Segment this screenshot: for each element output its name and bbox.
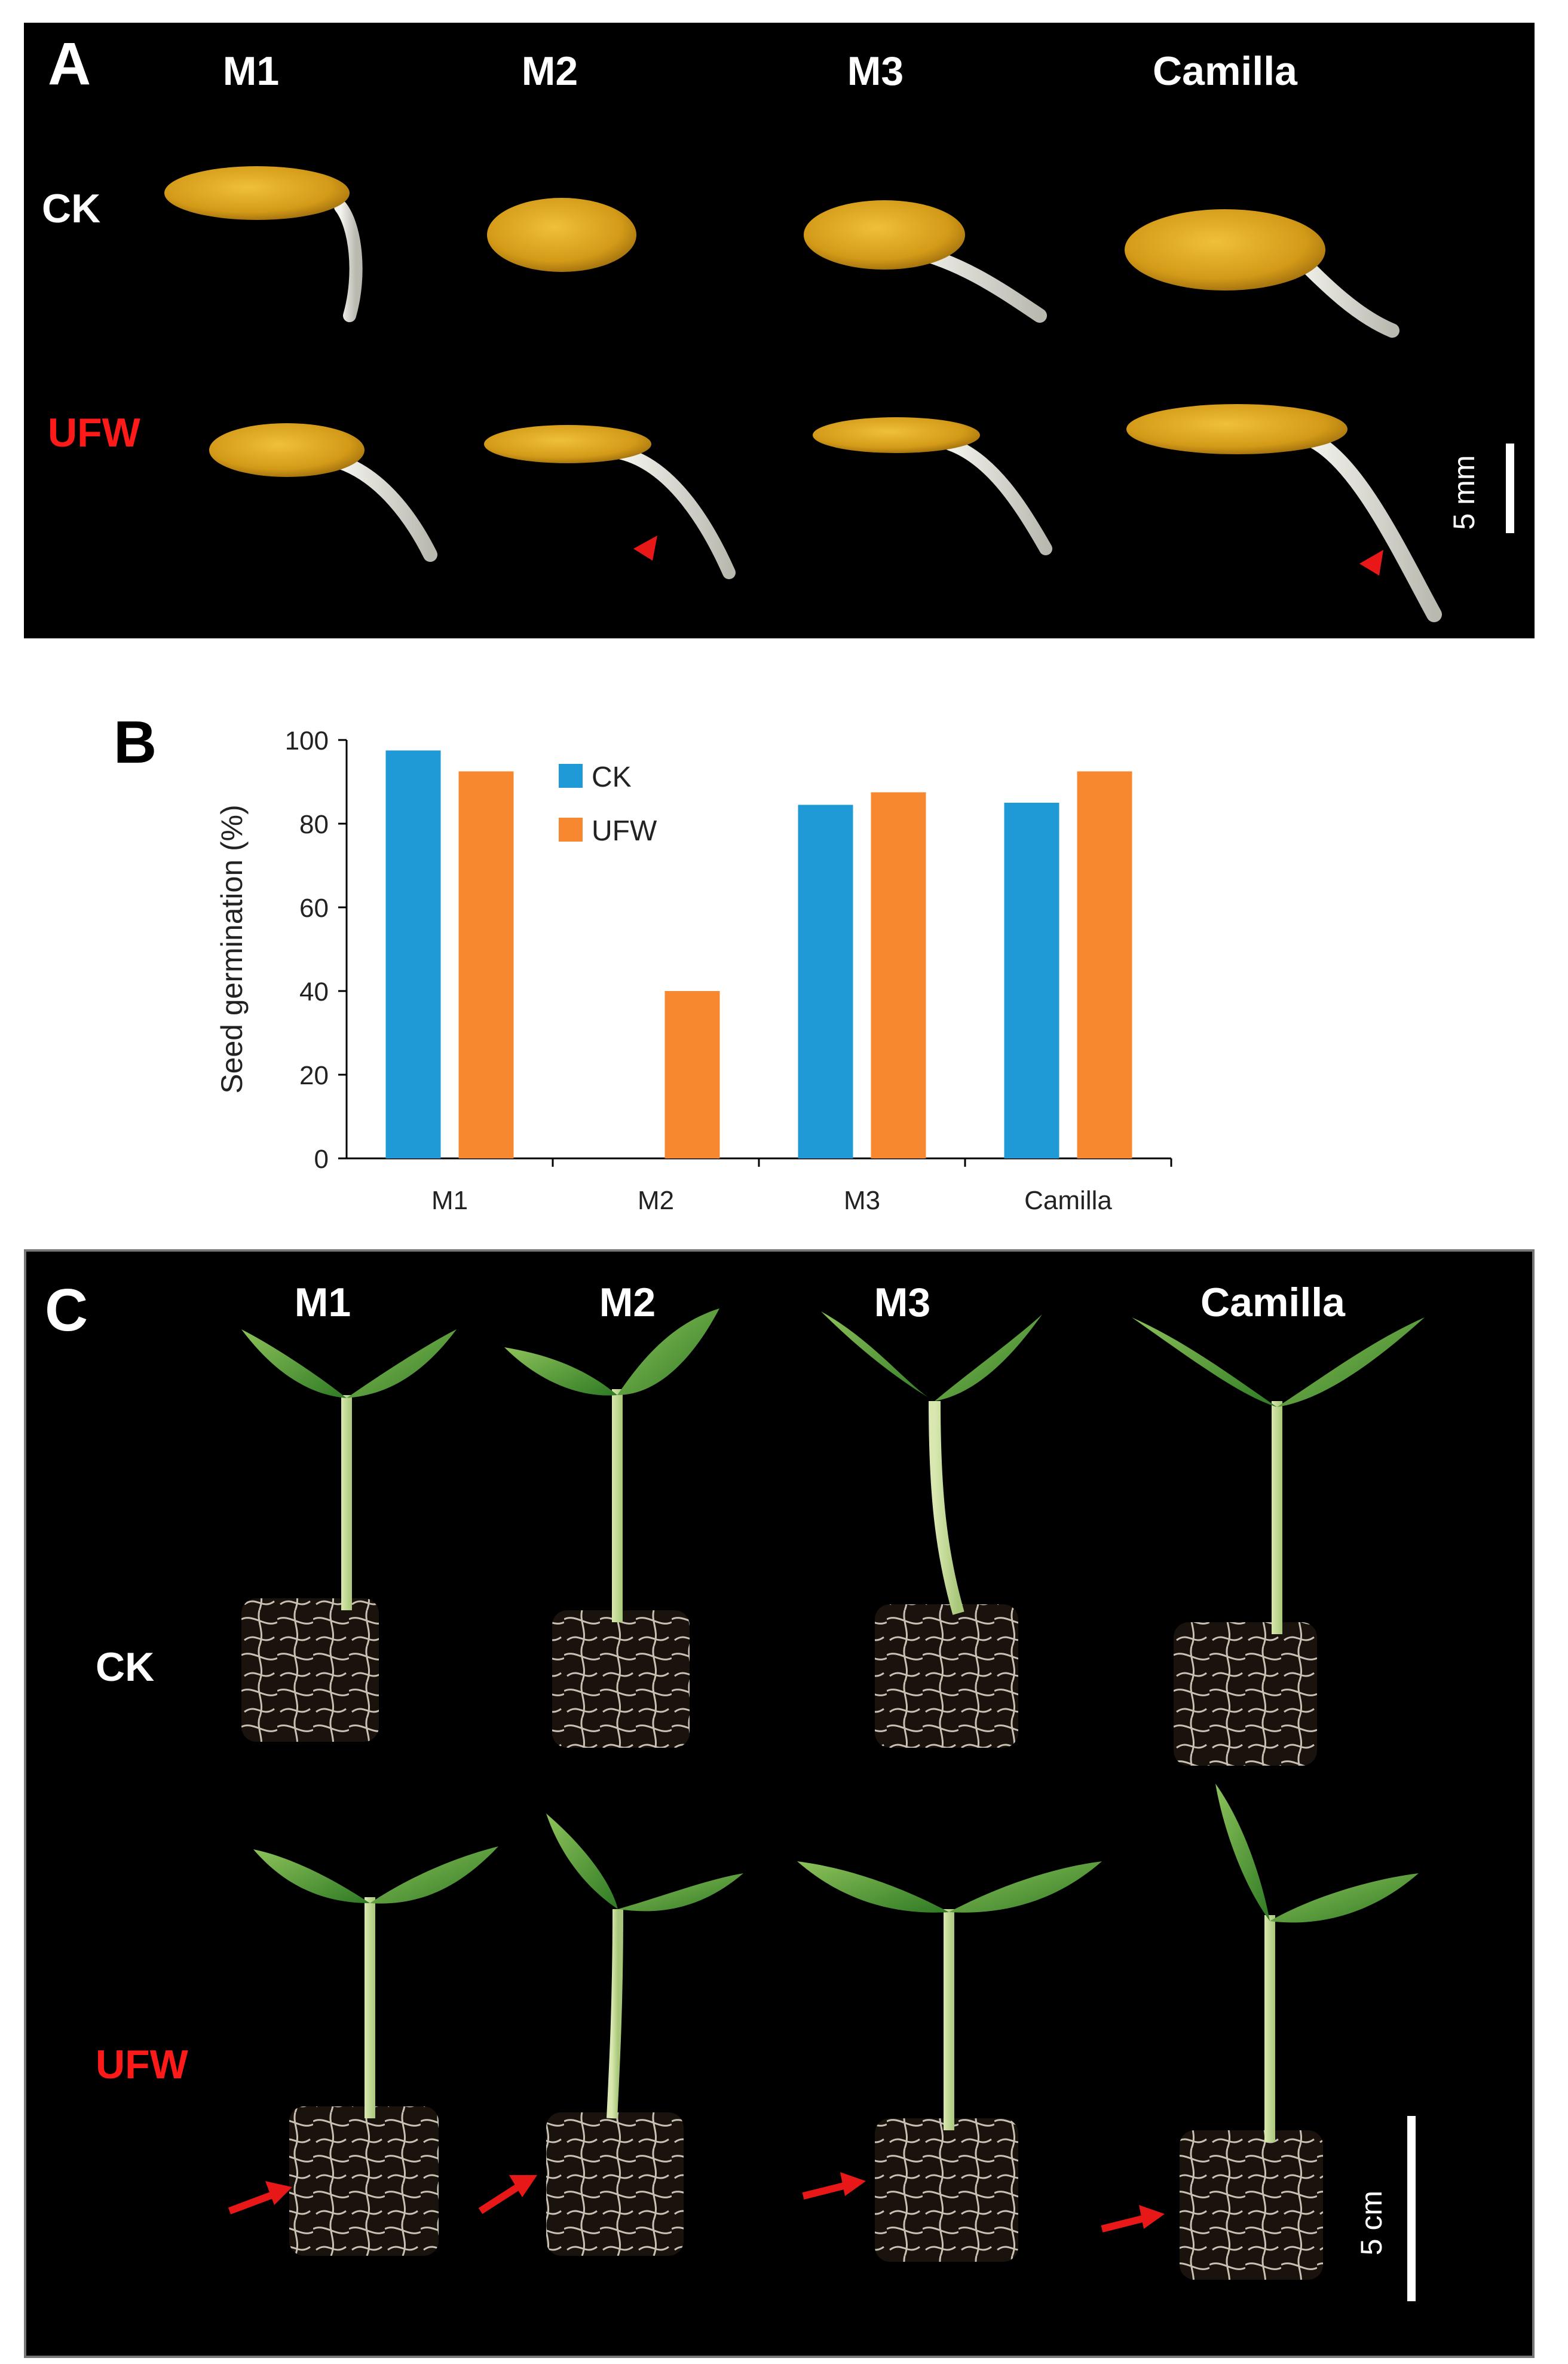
panel-a-row-ufw: UFW xyxy=(48,410,140,455)
plant-ck-m3 xyxy=(821,1311,1042,1748)
panel-a-col-camilla: Camilla xyxy=(1153,48,1297,94)
bar-ck-m1 xyxy=(385,750,441,1158)
panel-c-col-m1: M1 xyxy=(294,1280,351,1325)
seed-ck-m1 xyxy=(164,166,363,322)
bar-ufw-m2 xyxy=(664,991,720,1158)
panel-c-col-m2: M2 xyxy=(599,1280,656,1325)
bar-ufw-camilla xyxy=(1077,771,1132,1158)
seed-ck-m3 xyxy=(804,200,1047,323)
panel-c-plants xyxy=(228,1308,1425,2280)
x-tick-label: M1 xyxy=(431,1186,468,1215)
panel-c-row-ck: CK xyxy=(96,1644,155,1690)
marker-arrow-camilla xyxy=(1101,2205,1165,2233)
germination-chart: 0 20 40 60 80 100 Seed germination (%) M1 M2 M3 Ca… xyxy=(215,726,1172,1215)
marker-arrow-m1 xyxy=(228,2181,292,2215)
y-axis-label: Seed germination (%) xyxy=(215,805,249,1094)
marker-arrowhead-camilla xyxy=(1359,550,1383,576)
y-tick-label: 100 xyxy=(285,726,329,756)
x-tick-label: M3 xyxy=(844,1186,880,1215)
plant-ck-m1 xyxy=(241,1329,457,1742)
y-tick-label: 20 xyxy=(299,1061,329,1090)
panel-a-col-m3: M3 xyxy=(847,48,904,94)
x-tick-label: M2 xyxy=(638,1186,674,1215)
seed-ufw-m1 xyxy=(209,423,437,562)
panel-a-scale-bar xyxy=(1506,444,1514,533)
plant-ck-m2 xyxy=(504,1308,719,1748)
plant-ufw-m3 xyxy=(797,1861,1102,2262)
plant-ck-camilla xyxy=(1132,1317,1425,1766)
marker-arrowhead-m2 xyxy=(633,536,657,561)
panel-a-scale-label: 5 mm xyxy=(1447,455,1481,530)
legend-swatch-ufw xyxy=(559,818,583,842)
y-tick-label: 80 xyxy=(299,810,329,839)
panel-c-scale-bar xyxy=(1407,2116,1416,2301)
panel-a-photo xyxy=(24,23,1535,638)
seed-ck-camilla xyxy=(1125,209,1399,338)
seed-ufw-m2 xyxy=(484,425,736,579)
panel-c-letter: C xyxy=(45,1277,88,1344)
panel-c-scale-label: 5 cm xyxy=(1355,2190,1388,2256)
panel-a-specimens xyxy=(164,166,1442,622)
panel-c-col-camilla: Camilla xyxy=(1200,1280,1345,1325)
bar-ck-camilla xyxy=(1004,803,1059,1158)
bar-ufw-m1 xyxy=(458,771,514,1158)
seed-ufw-camilla xyxy=(1126,404,1442,622)
panel-c-col-m3: M3 xyxy=(874,1280,931,1325)
marker-arrow-m2 xyxy=(478,2175,537,2215)
plant-ufw-m1 xyxy=(253,1846,498,2256)
panel-a-col-m1: M1 xyxy=(222,48,280,94)
bar-ufw-m3 xyxy=(871,792,926,1158)
panel-b-letter: B xyxy=(114,709,157,776)
bar-ck-m3 xyxy=(798,805,853,1158)
x-tick-label: Camilla xyxy=(1024,1186,1112,1215)
plant-ufw-m2 xyxy=(546,1813,743,2256)
panel-c-row-ufw: UFW xyxy=(96,2042,188,2087)
y-tick-label: 0 xyxy=(314,1145,329,1174)
marker-arrow-m3 xyxy=(802,2172,866,2200)
panel-a-col-m2: M2 xyxy=(521,48,578,94)
seed-ufw-m3 xyxy=(813,417,1052,555)
y-tick-label: 40 xyxy=(299,977,329,1007)
y-tick-label: 60 xyxy=(299,894,329,923)
panel-c-photo xyxy=(24,1249,1535,2358)
legend-label-ufw: UFW xyxy=(592,815,657,847)
plant-ufw-camilla xyxy=(1180,1784,1419,2280)
legend-swatch-ck xyxy=(559,764,583,788)
panel-a-letter: A xyxy=(48,30,91,97)
legend-label-ck: CK xyxy=(592,762,632,793)
panel-a-row-ck: CK xyxy=(42,186,101,231)
seed-ck-m2 xyxy=(487,198,636,272)
